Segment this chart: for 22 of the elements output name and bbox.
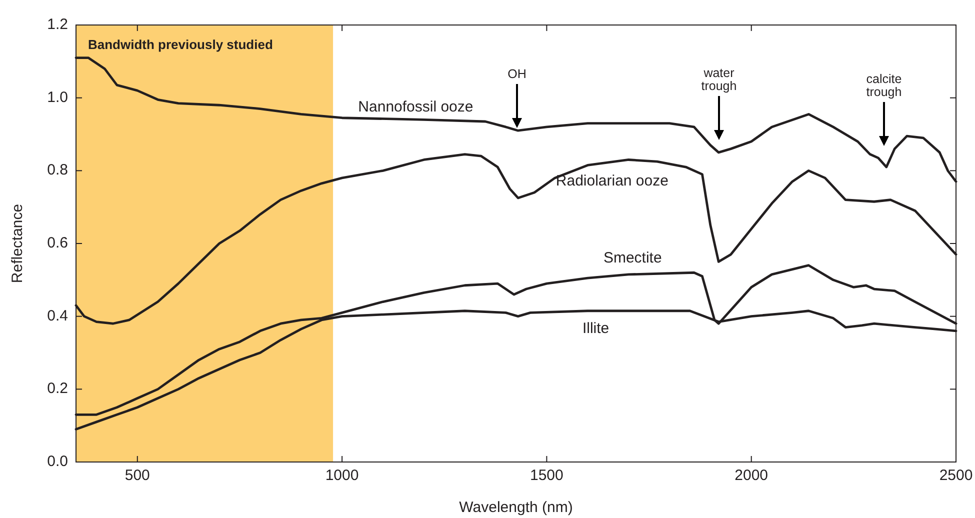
y-axis-title: Reflectance: [9, 204, 26, 284]
x-tick-label: 500: [124, 467, 150, 484]
y-tick-label: 0.2: [47, 380, 68, 398]
y-tick-label: 1.2: [47, 16, 68, 33]
x-tick-label: 1500: [530, 467, 564, 484]
x-tick-label: 2500: [939, 467, 973, 484]
y-tick-label: 0.6: [47, 234, 68, 252]
x-tick-label: 2000: [734, 467, 768, 484]
annotation: OH: [508, 67, 526, 81]
annotation: water trough: [701, 66, 737, 93]
band-label: Bandwidth previously studied: [88, 37, 273, 52]
series-label: Smectite: [603, 250, 662, 267]
series-label: Radiolarian ooze: [556, 172, 668, 190]
x-tick-label: 1000: [325, 467, 359, 484]
y-tick-label: 0.0: [47, 452, 68, 470]
annotation: calcite trough: [866, 72, 902, 99]
y-tick-label: 0.8: [47, 162, 68, 179]
x-axis-title: Wavelength (nm): [459, 499, 573, 516]
y-tick-label: 1.0: [47, 88, 68, 106]
y-tick-label: 0.4: [47, 307, 68, 324]
series-label: Illite: [582, 320, 610, 337]
series-label: Nannofossil ooze: [358, 98, 474, 116]
